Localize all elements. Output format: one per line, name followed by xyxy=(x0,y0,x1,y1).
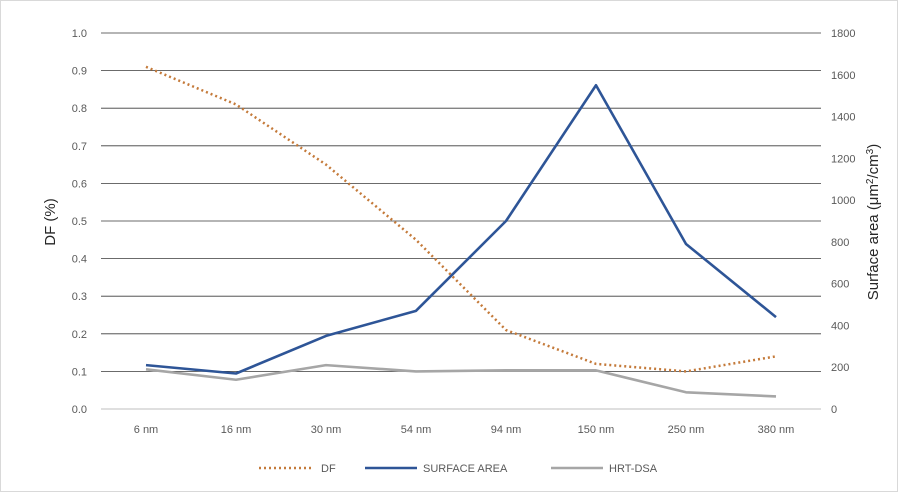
right-tick-label: 600 xyxy=(831,279,849,291)
left-tick-label: 0.0 xyxy=(72,404,87,416)
right-tick-label: 400 xyxy=(831,320,849,332)
left-tick-label: 0.9 xyxy=(72,66,87,78)
left-tick-label: 0.8 xyxy=(72,103,87,115)
right-tick-label: 0 xyxy=(831,404,837,416)
left-tick-label: 0.2 xyxy=(72,329,87,341)
left-axis-ticks: 0.0 0.1 0.2 0.3 0.4 0.5 0.6 0.7 0.8 0.9 1.0 xyxy=(72,28,87,416)
gridlines xyxy=(101,32,821,410)
right-tick-label: 1800 xyxy=(831,28,855,40)
legend-label-hrt-dsa: HRT-DSA xyxy=(609,463,658,475)
x-tick-label: 6 nm xyxy=(134,424,158,436)
right-tick-label: 800 xyxy=(831,237,849,249)
x-axis-ticks: 6 nm 16 nm 30 nm 54 nm 94 nm 150 nm 250 nm 380 … xyxy=(134,424,795,436)
right-tick-label: 200 xyxy=(831,362,849,374)
series-layer xyxy=(145,65,777,398)
x-tick-label: 94 nm xyxy=(491,424,522,436)
x-tick-label: 380 nm xyxy=(758,424,795,436)
right-tick-label: 1000 xyxy=(831,195,855,207)
x-tick-label: 150 nm xyxy=(578,424,615,436)
series-line-df xyxy=(145,65,777,373)
right-axis-title: Surface area (μm2/cm3) xyxy=(865,144,883,300)
legend: DF SURFACE AREA HRT-DSA xyxy=(259,463,658,475)
series-line-surface-area xyxy=(145,83,777,375)
left-tick-label: 0.3 xyxy=(72,291,87,303)
x-tick-label: 54 nm xyxy=(401,424,432,436)
x-tick-label: 30 nm xyxy=(311,424,342,436)
left-tick-label: 0.4 xyxy=(72,254,87,266)
right-axis-ticks: 0 200 400 600 800 1000 1200 1400 1600 1800 xyxy=(831,28,855,416)
left-tick-label: 0.7 xyxy=(72,141,87,153)
right-tick-label: 1200 xyxy=(831,153,855,165)
left-tick-label: 0.5 xyxy=(72,216,87,228)
left-tick-label: 0.6 xyxy=(72,178,87,190)
left-tick-label: 0.1 xyxy=(72,366,87,378)
x-tick-label: 16 nm xyxy=(221,424,252,436)
left-tick-label: 1.0 xyxy=(72,28,87,40)
right-tick-label: 1400 xyxy=(831,112,855,124)
right-tick-label: 1600 xyxy=(831,70,855,82)
series-line-hrt-dsa xyxy=(145,363,777,398)
left-axis-title: DF (%) xyxy=(42,198,59,246)
legend-label-df: DF xyxy=(321,463,336,475)
legend-label-surface-area: SURFACE AREA xyxy=(423,463,508,475)
x-tick-label: 250 nm xyxy=(668,424,705,436)
